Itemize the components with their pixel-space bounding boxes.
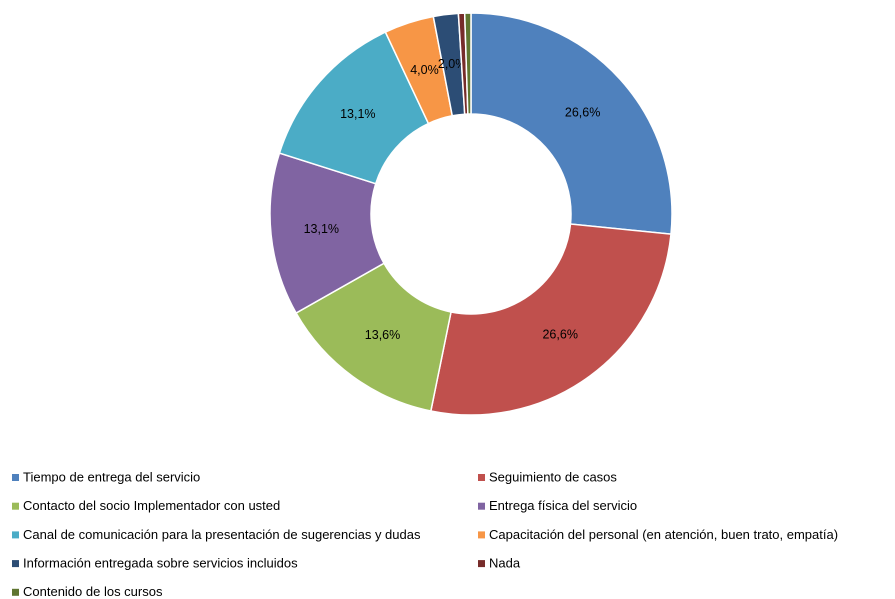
legend-label: Capacitación del personal (en atención, … [489,527,838,542]
legend-swatch [478,502,485,510]
donut-slice [470,12,673,235]
data-label: 26,6% [542,327,577,341]
data-label: 13,6% [365,328,400,342]
donut-slice [429,223,672,416]
legend-label: Entrega física del servicio [489,498,637,513]
data-label: 13,1% [304,222,339,236]
legend-swatch [12,588,19,596]
legend-swatch [12,531,19,539]
legend-swatch [12,474,19,481]
data-label: 26,6% [565,105,600,119]
legend-label: Nada [489,556,521,571]
donut-slice [269,152,386,315]
legend-label: Información entregada sobre servicios in… [23,556,298,571]
legend-label: Canal de comunicación para la presentaci… [23,527,421,542]
legend-label: Contacto del socio Implementador con ust… [23,498,280,513]
legend-label: Seguimiento de casos [489,469,617,484]
legend-swatch [12,560,19,568]
donut-slice [278,31,430,185]
data-label: 13,1% [340,107,375,121]
legend-swatch [478,531,485,539]
legend-label: Contenido de los cursos [23,584,163,599]
donut-slice [463,12,472,115]
legend-label: Tiempo de entrega del servicio [23,469,200,484]
data-label: 4,0% [410,63,439,77]
legend-swatch [478,560,485,568]
data-label: 2,0% [438,57,467,71]
legend-swatch [12,502,19,510]
legend-swatch [478,474,485,481]
